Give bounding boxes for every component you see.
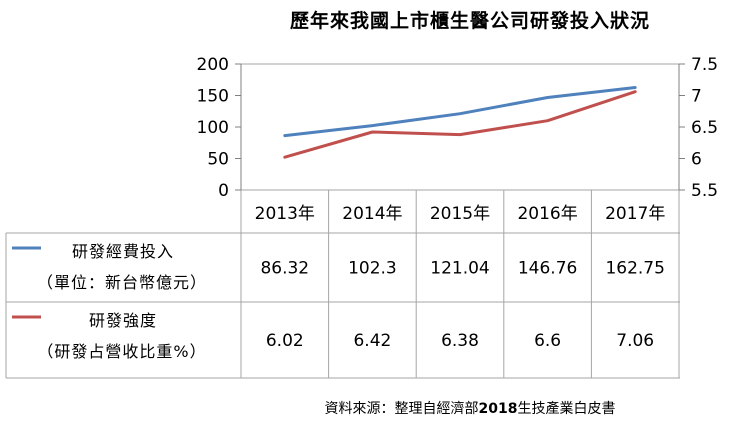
- data-label: 6.42: [353, 331, 391, 351]
- data-label: 102.3: [348, 259, 397, 279]
- source-suffix: 生技產業白皮書: [517, 401, 616, 417]
- series-lines: [283, 86, 637, 159]
- right-tick-label: 5.5: [691, 181, 718, 201]
- left-tick-label: 100: [197, 118, 229, 138]
- right-tick-label: 6.5: [691, 118, 718, 138]
- source-note: 資料來源：整理自經濟部2018生技產業白皮書: [240, 398, 700, 418]
- data-label: 162.75: [605, 259, 664, 279]
- left-tick-label: 50: [207, 150, 229, 170]
- series-line-rd-funding: [283, 86, 637, 138]
- data-label: 146.76: [518, 259, 577, 279]
- data-label: 6.6: [534, 331, 561, 351]
- data-label: 86.32: [260, 259, 309, 279]
- data-label: 6.38: [441, 331, 479, 351]
- data-label: 121.04: [430, 259, 489, 279]
- axes: [235, 63, 685, 191]
- tick-labels: 200 150 100 50 0 7.5 7 6.5 6 5.5: [197, 55, 719, 201]
- right-tick-label: 7: [691, 87, 702, 107]
- right-tick-label: 7.5: [691, 55, 718, 75]
- category-label: 2015年: [430, 204, 490, 224]
- source-prefix: 資料來源：整理自經濟部: [324, 401, 479, 417]
- left-tick-label: 150: [197, 87, 229, 107]
- category-label: 2014年: [342, 204, 402, 224]
- data-label: 7.06: [616, 331, 654, 351]
- left-tick-label: 0: [218, 181, 229, 201]
- category-label: 2016年: [517, 204, 577, 224]
- series-unit-label: （研發占營收比重%）: [37, 342, 206, 361]
- category-label: 2017年: [605, 204, 665, 224]
- series-unit-label: （單位：新台幣億元）: [37, 273, 207, 292]
- series-name: 研發強度: [89, 311, 157, 330]
- data-label: 6.02: [266, 331, 304, 351]
- series-line-rd-intensity: [283, 90, 637, 159]
- category-label: 2013年: [255, 204, 315, 224]
- right-tick-label: 6: [691, 150, 702, 170]
- source-year: 2018: [478, 401, 518, 417]
- series-name: 研發經費投入: [72, 242, 174, 261]
- data-table: [5, 189, 680, 379]
- chart-title: 歷年來我國上市櫃生醫公司研發投入狀況: [289, 10, 650, 32]
- left-tick-label: 200: [197, 55, 229, 75]
